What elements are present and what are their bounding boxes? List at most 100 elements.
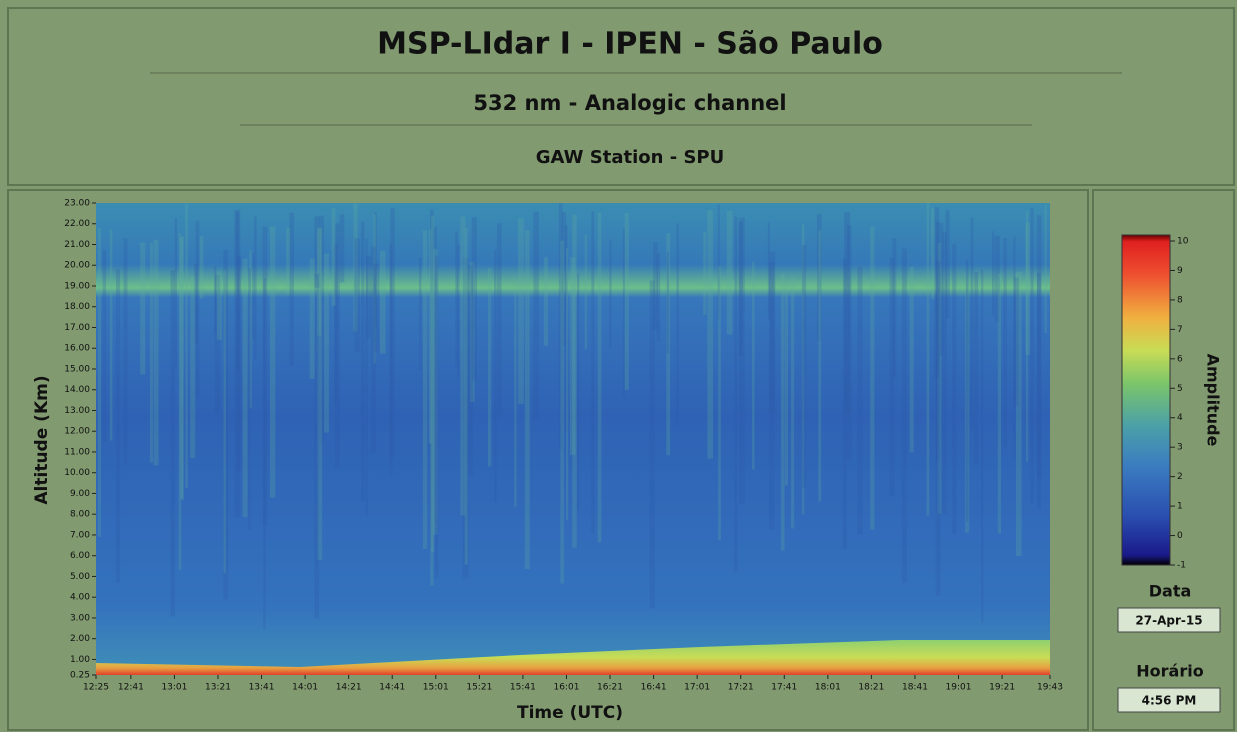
y-tick-label: 9.00 (70, 489, 90, 499)
texture-stripe (123, 238, 128, 464)
colorbar-tick-label: 7 (1177, 325, 1183, 335)
x-tick-label: 13:21 (205, 683, 231, 693)
texture-stripe (373, 214, 376, 364)
texture-stripe (234, 209, 241, 518)
x-tick-label: 15:41 (510, 683, 536, 693)
y-tick-label: 14.00 (64, 385, 90, 395)
texture-stripe (945, 209, 950, 319)
texture-stripe (533, 211, 539, 421)
colorbar-tick-label: 6 (1177, 354, 1183, 364)
texture-stripe (558, 203, 563, 450)
texture-stripe (102, 249, 107, 443)
texture-stripe (115, 269, 121, 583)
heatmap-texture (97, 203, 1047, 630)
y-tick-label: 21.00 (64, 240, 90, 250)
texture-stripe (374, 212, 377, 327)
texture-stripe (1026, 210, 1029, 462)
texture-stripe (649, 280, 655, 609)
y-tick-label: 6.00 (70, 551, 90, 561)
texture-stripe (653, 242, 658, 331)
texture-stripe (524, 230, 530, 570)
texture-stripe (487, 268, 492, 467)
texture-stripe (844, 212, 851, 413)
time-field (1117, 687, 1221, 713)
texture-stripe (353, 203, 358, 332)
texture-stripe (497, 223, 502, 417)
texture-stripe (469, 261, 475, 402)
texture-stripe (389, 244, 393, 476)
texture-stripe (319, 215, 325, 444)
texture-stripe (270, 226, 276, 498)
texture-stripe (818, 230, 822, 502)
x-axis-label: Time (UTC) (517, 703, 623, 723)
colorbar-tick-label: 3 (1177, 443, 1183, 453)
texture-stripe (769, 251, 776, 412)
x-tick-label: 13:01 (161, 683, 187, 693)
texture-stripe (462, 258, 469, 579)
y-tick-label: 2.00 (70, 634, 90, 644)
texture-stripe (140, 242, 146, 375)
texture-stripe (791, 277, 795, 529)
colorbar-tick-label: 5 (1177, 384, 1183, 394)
texture-stripe (965, 282, 970, 533)
texture-stripe (314, 216, 320, 288)
texture-stripe (252, 252, 255, 339)
heatmap-image (96, 203, 1050, 675)
x-tick-label: 15:01 (423, 683, 449, 693)
texture-stripe (801, 224, 805, 515)
texture-stripe (248, 268, 251, 530)
subtitle: 532 nm - Analogic channel (473, 91, 786, 115)
x-tick-label: 12:25 (83, 683, 109, 693)
texture-stripe (726, 210, 733, 335)
texture-stripe (543, 257, 548, 346)
colorbar-tick-label: 9 (1177, 266, 1183, 276)
texture-stripe (190, 276, 196, 459)
x-tick-label: 18:01 (815, 683, 841, 693)
texture-stripe (565, 225, 568, 432)
texture-stripe (857, 266, 863, 535)
texture-stripe (666, 251, 669, 353)
x-tick-label: 16:01 (553, 683, 579, 693)
texture-stripe (242, 258, 248, 517)
x-tick-label: 14:41 (379, 683, 405, 693)
texture-stripe (1030, 207, 1034, 504)
texture-stripe (942, 231, 947, 514)
texture-stripe (170, 270, 175, 617)
title: MSP-LIdar I - IPEN - São Paulo (377, 27, 883, 62)
texture-stripe (1013, 236, 1016, 459)
texture-stripe (153, 239, 159, 466)
texture-stripe (317, 227, 323, 560)
texture-stripe (455, 231, 458, 368)
texture-stripe (577, 273, 580, 511)
y-tick-label: 17.00 (64, 323, 90, 333)
texture-stripe (339, 214, 345, 283)
texture-stripe (997, 273, 1002, 534)
texture-stripe (179, 237, 184, 499)
texture-stripe (309, 258, 315, 379)
x-tick-label: 17:21 (728, 683, 754, 693)
texture-stripe (991, 231, 995, 316)
texture-stripe (366, 255, 372, 339)
header-panel (7, 7, 1235, 186)
texture-stripe (174, 217, 178, 370)
texture-stripe (935, 221, 940, 463)
station: GAW Station - SPU (536, 147, 724, 168)
texture-stripe (464, 227, 468, 565)
texture-stripe (214, 274, 221, 415)
texture-stripe (802, 245, 807, 489)
colorbar-tick-label: 2 (1177, 472, 1183, 482)
texture-stripe (784, 282, 788, 486)
texture-stripe (901, 248, 907, 583)
texture-stripe (223, 270, 226, 574)
colorbar-tick-label: 8 (1177, 295, 1183, 305)
texture-stripe (952, 244, 957, 534)
texture-stripe (97, 228, 102, 537)
y-tick-label: 20.00 (64, 261, 90, 271)
texture-stripe (707, 210, 714, 459)
x-tick-label: 19:21 (989, 683, 1015, 693)
texture-stripe (334, 243, 338, 403)
texture-stripe (434, 255, 439, 578)
texture-stripe (214, 266, 217, 334)
colorbar-tick-label: 1 (1177, 502, 1183, 512)
